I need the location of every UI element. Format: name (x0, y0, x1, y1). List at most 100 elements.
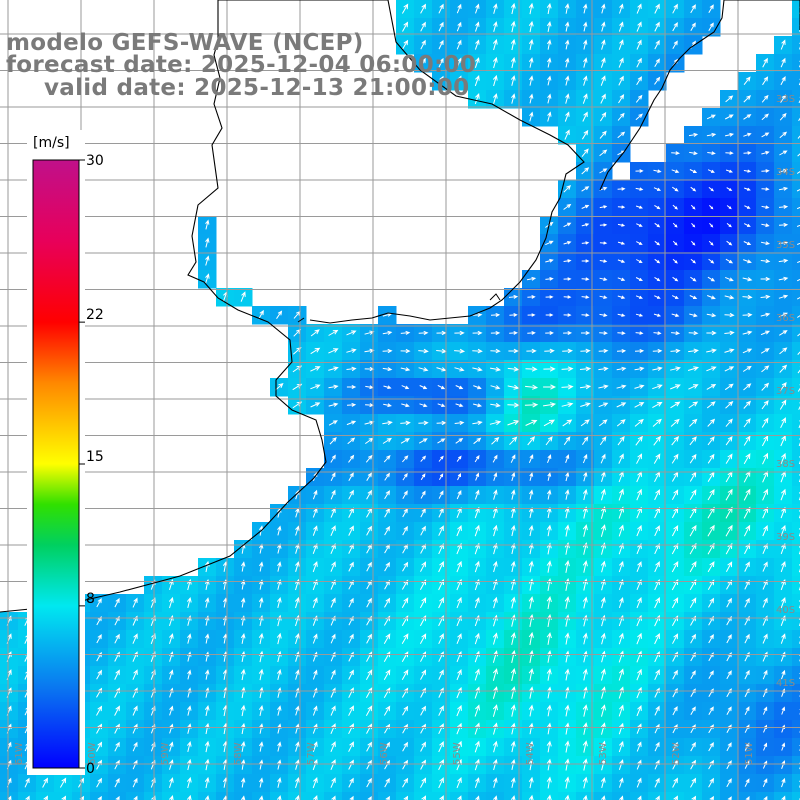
wind-arrow (725, 488, 733, 501)
wind-arrow (204, 776, 210, 789)
wind-arrow (655, 795, 660, 800)
wind-arrow (96, 705, 103, 716)
wind-cell (180, 792, 199, 800)
wind-arrow (527, 331, 536, 335)
wind-arrow (277, 561, 282, 572)
wind-arrow (7, 795, 12, 800)
wind-arrow (330, 759, 336, 771)
wind-arrow (599, 186, 608, 191)
wind-arrow (401, 597, 409, 608)
wind-arrow (545, 240, 554, 246)
wind-arrow (778, 276, 789, 281)
wind-arrow (474, 524, 480, 537)
wind-arrow (725, 435, 733, 446)
longitude-label: 56W (379, 742, 390, 765)
wind-arrow (744, 187, 751, 191)
wind-cell (792, 450, 800, 469)
wind-arrow (528, 758, 534, 771)
wind-arrow (707, 561, 715, 573)
wind-arrow (114, 777, 120, 788)
wind-arrow (492, 740, 498, 753)
wind-arrow (312, 525, 318, 536)
wind-cell (756, 792, 775, 800)
wind-arrow (420, 741, 426, 752)
wind-arrow (690, 777, 697, 788)
wind-arrow (546, 794, 552, 800)
wind-arrow (762, 524, 768, 537)
wind-arrow (797, 351, 800, 355)
wind-arrow (438, 596, 444, 609)
wind-cell (630, 792, 649, 800)
wind-arrow (797, 153, 800, 157)
wind-arrow (365, 454, 373, 463)
wind-arrow (492, 454, 498, 463)
wind-cell (792, 306, 800, 325)
wind-arrow (312, 543, 318, 554)
wind-arrow (689, 418, 698, 427)
wind-arrow (168, 596, 174, 609)
wind-arrow (637, 795, 642, 800)
wind-arrow (114, 687, 120, 698)
wind-arrow (277, 759, 282, 770)
wind-arrow (186, 596, 192, 609)
wind-arrow (528, 20, 534, 33)
wind-arrow (743, 259, 752, 264)
wind-arrow (654, 561, 660, 573)
wind-arrow (581, 241, 590, 245)
wind-arrow (366, 561, 372, 572)
wind-arrow (402, 455, 409, 463)
wind-cell (792, 360, 800, 379)
wind-arrow (455, 403, 464, 407)
wind-arrow (186, 740, 192, 753)
wind-arrow (383, 385, 392, 389)
wind-arrow (493, 21, 498, 32)
wind-arrow (313, 795, 318, 800)
wind-arrow (778, 294, 789, 299)
wind-arrow (475, 472, 480, 481)
wind-arrow (760, 312, 771, 317)
wind-arrow (529, 75, 534, 86)
wind-arrow (240, 722, 246, 735)
wind-arrow (454, 348, 466, 354)
wind-cell (792, 72, 800, 91)
wind-arrow (672, 777, 678, 788)
wind-arrow (744, 597, 750, 608)
wind-arrow (436, 420, 447, 426)
wind-arrow (419, 633, 427, 645)
wind-arrow (312, 561, 318, 573)
wind-arrow (169, 759, 174, 770)
wind-arrow (635, 94, 643, 103)
wind-arrow (547, 454, 552, 463)
wind-arrow (402, 21, 409, 32)
wind-arrow (384, 597, 391, 608)
wind-arrow (438, 525, 444, 536)
wind-arrow (706, 401, 716, 409)
wind-arrow (509, 331, 518, 335)
wind-arrow (348, 454, 355, 463)
wind-arrow (726, 223, 732, 228)
wind-arrow (707, 276, 716, 282)
wind-arrow (654, 777, 660, 788)
wind-cell (54, 792, 73, 800)
wind-arrow (580, 402, 591, 407)
wind-arrow (582, 93, 588, 104)
wind-arrow (419, 385, 428, 390)
wind-arrow (384, 561, 390, 572)
wind-arrow (96, 741, 103, 752)
wind-arrow (726, 597, 732, 608)
wind-arrow (796, 188, 800, 192)
wind-arrow (672, 705, 678, 716)
wind-arrow (418, 367, 429, 372)
wind-arrow (348, 525, 354, 536)
wind-arrow (654, 258, 661, 264)
wind-arrow (401, 669, 409, 680)
wind-arrow (635, 205, 643, 209)
wind-arrow (438, 705, 444, 716)
wind-cell (792, 558, 800, 577)
wind-cell (792, 774, 800, 793)
wind-arrow (670, 348, 681, 354)
wind-arrow (258, 668, 264, 681)
wind-arrow (528, 631, 534, 646)
wind-arrow (490, 348, 501, 354)
